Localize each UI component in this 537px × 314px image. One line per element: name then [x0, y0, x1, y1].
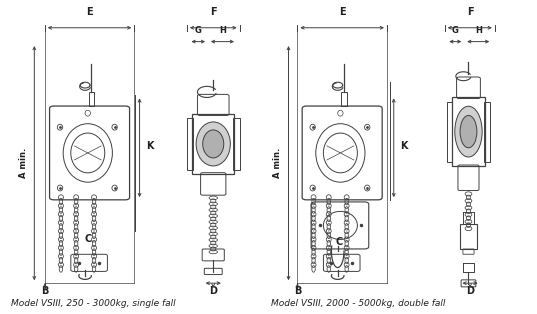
Text: F: F [467, 7, 474, 17]
Text: D: D [209, 286, 217, 296]
Text: B: B [41, 286, 48, 296]
Text: Model VSIII, 2000 - 5000kg, double fall: Model VSIII, 2000 - 5000kg, double fall [271, 299, 446, 308]
Text: H: H [219, 26, 226, 35]
Text: E: E [86, 7, 93, 17]
Text: A min.: A min. [19, 148, 28, 178]
Text: F: F [210, 7, 216, 17]
Text: K: K [147, 141, 154, 151]
Ellipse shape [455, 106, 482, 157]
Bar [187, 118, 193, 170]
Text: H: H [475, 26, 482, 35]
Text: G: G [194, 26, 201, 35]
Bar [233, 118, 240, 170]
Text: C: C [336, 237, 343, 246]
Bar [192, 114, 234, 174]
Text: C: C [85, 234, 92, 244]
Ellipse shape [202, 130, 224, 158]
Bar [452, 97, 485, 166]
Text: D: D [466, 286, 474, 296]
Text: K: K [400, 141, 408, 151]
Text: G: G [452, 26, 459, 35]
Bar [484, 102, 490, 162]
Bar [342, 92, 347, 106]
Text: Model VSIII, 250 - 3000kg, single fall: Model VSIII, 250 - 3000kg, single fall [11, 299, 175, 308]
Bar [460, 224, 477, 249]
Bar [447, 102, 453, 162]
Text: A min.: A min. [273, 148, 282, 178]
Ellipse shape [196, 122, 230, 166]
Bar [89, 92, 94, 106]
Text: B: B [294, 286, 301, 296]
Text: E: E [339, 7, 345, 17]
Ellipse shape [460, 116, 477, 148]
